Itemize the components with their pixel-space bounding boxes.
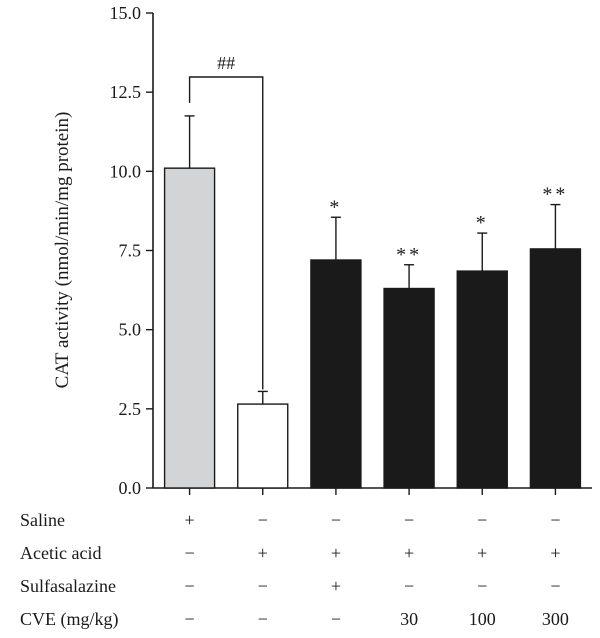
condition-value: − bbox=[258, 576, 268, 596]
condition-value: 30 bbox=[400, 609, 418, 629]
condition-value: + bbox=[404, 543, 414, 563]
condition-row-label: Acetic acid bbox=[20, 543, 101, 563]
condition-value: − bbox=[477, 510, 487, 530]
bar bbox=[529, 248, 582, 489]
bar bbox=[237, 403, 289, 489]
y-tick-label: 0.0 bbox=[119, 478, 142, 498]
condition-value: − bbox=[185, 576, 195, 596]
condition-row-label: Sulfasalazine bbox=[20, 576, 116, 596]
condition-row-label: CVE (mg/kg) bbox=[20, 609, 119, 630]
significance-mark: * bbox=[329, 196, 342, 218]
condition-value: − bbox=[331, 510, 341, 530]
y-tick-label: 10.0 bbox=[110, 161, 142, 181]
bars: ******## bbox=[163, 53, 582, 489]
significance-mark: ** bbox=[396, 244, 422, 266]
condition-row-label: Saline bbox=[20, 510, 65, 530]
condition-value: − bbox=[477, 576, 487, 596]
y-tick-label: 15.0 bbox=[110, 3, 142, 23]
significance-mark: * bbox=[476, 212, 489, 234]
comparison-bracket bbox=[188, 76, 264, 390]
bar bbox=[310, 259, 362, 489]
comparison-label: ## bbox=[217, 53, 235, 73]
condition-value: − bbox=[185, 609, 195, 629]
condition-value: − bbox=[185, 543, 195, 563]
y-tick-label: 5.0 bbox=[119, 320, 142, 340]
axes: 0.0 2.5 5.0 7.5 10.0 12.5 15.0 bbox=[110, 3, 592, 498]
bar bbox=[456, 270, 508, 489]
condition-value: − bbox=[404, 576, 414, 596]
condition-value: + bbox=[258, 543, 268, 563]
condition-value: − bbox=[258, 510, 268, 530]
condition-table: Saline + − − − − − Acetic acid − + + + + + Sulfasalazi… bbox=[20, 510, 569, 630]
condition-value: − bbox=[331, 609, 341, 629]
y-tick-label: 7.5 bbox=[119, 241, 142, 261]
condition-value: − bbox=[404, 510, 414, 530]
significance-mark: ** bbox=[542, 184, 568, 206]
condition-value: + bbox=[550, 543, 560, 563]
condition-value: − bbox=[258, 609, 268, 629]
condition-value: − bbox=[550, 576, 560, 596]
condition-value: 300 bbox=[542, 609, 569, 629]
condition-value: + bbox=[331, 543, 341, 563]
y-tick-label: 2.5 bbox=[119, 399, 142, 419]
bar bbox=[383, 287, 435, 489]
condition-value: 100 bbox=[469, 609, 496, 629]
condition-value: + bbox=[331, 576, 341, 596]
bar bbox=[163, 167, 216, 489]
condition-value: + bbox=[185, 510, 195, 530]
y-axis-label: CAT activity (nmol/min/mg protein) bbox=[52, 112, 73, 389]
condition-value: + bbox=[477, 543, 487, 563]
y-tick-label: 12.5 bbox=[110, 82, 142, 102]
condition-value: − bbox=[550, 510, 560, 530]
